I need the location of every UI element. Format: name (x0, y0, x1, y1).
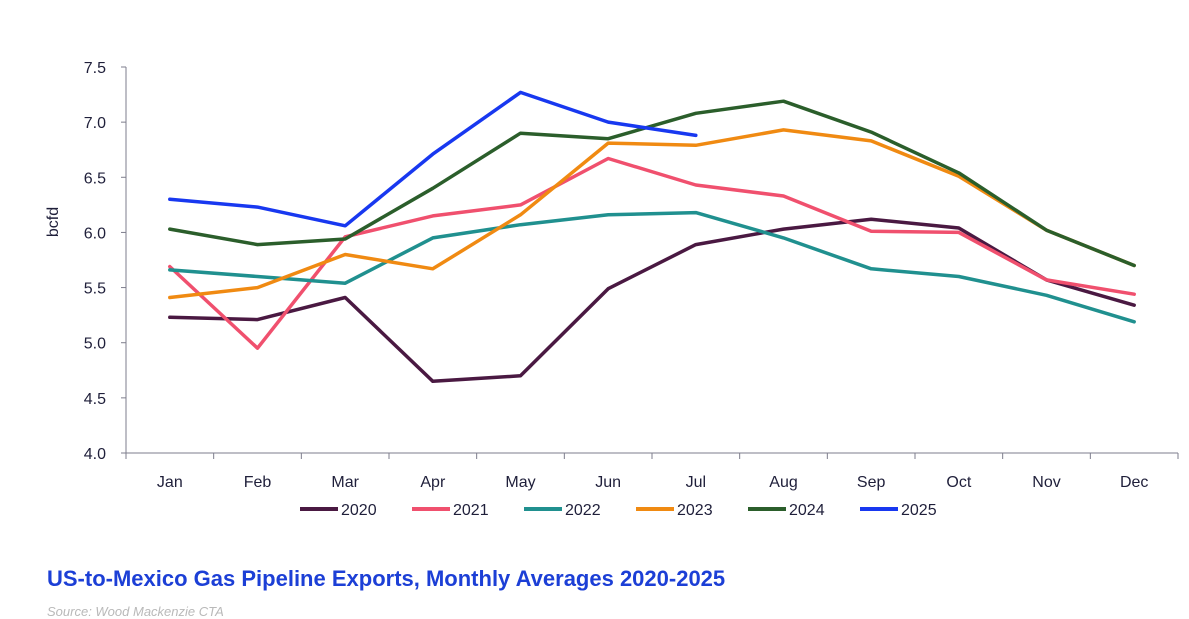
y-axis-label: bcfd (45, 207, 62, 237)
x-tick-label: Oct (946, 474, 971, 491)
x-tick-label: Apr (420, 474, 446, 491)
x-tick-label: Jul (686, 474, 706, 491)
x-tick-label: Aug (769, 474, 797, 491)
x-tick-label: Dec (1120, 474, 1148, 491)
chart-source: Source: Wood Mackenzie CTA (47, 604, 224, 619)
series-line-2023 (168, 128, 1136, 300)
x-tick-label: Jan (157, 474, 183, 491)
legend-label-2021: 2021 (453, 502, 489, 519)
legend-label-2022: 2022 (565, 502, 601, 519)
y-tick-label: 7.5 (84, 60, 106, 77)
series-lines (168, 90, 1136, 384)
series-line-2021 (168, 156, 1136, 350)
chart-title: US-to-Mexico Gas Pipeline Exports, Month… (47, 566, 726, 591)
y-tick-label: 5.5 (84, 281, 106, 298)
legend-label-2020: 2020 (341, 502, 377, 519)
series-line-2020 (168, 217, 1136, 384)
x-tick-label: Sep (857, 474, 886, 491)
legend: 2020 2021 2022 2023 2024 2025 (300, 502, 937, 519)
y-tick-label: 4.5 (84, 391, 106, 408)
series-line-2022 (168, 210, 1136, 324)
legend-label-2024: 2024 (789, 502, 825, 519)
y-tick-label: 6.0 (84, 225, 106, 242)
legend-label-2023: 2023 (677, 502, 713, 519)
x-tick-label: Mar (331, 474, 359, 491)
series-line-2025 (168, 90, 698, 228)
x-tick-label: Nov (1032, 474, 1060, 491)
y-tick-label: 7.0 (84, 115, 106, 132)
x-tick-label: Jun (595, 474, 621, 491)
series-line-2024 (168, 99, 1136, 268)
line-chart: 4.0 4.5 5.0 5.5 6.0 6.5 7.0 7.5 Jan Feb Mar Apr May J… (45, 60, 1179, 519)
y-tick-label: 6.5 (84, 170, 106, 187)
y-tick-label: 4.0 (84, 446, 106, 463)
x-tick-label: May (505, 474, 535, 491)
axes: 4.0 4.5 5.0 5.5 6.0 6.5 7.0 7.5 Jan Feb Mar Apr May J… (45, 60, 1179, 491)
y-tick-label: 5.0 (84, 336, 106, 353)
x-tick-label: Feb (244, 474, 272, 491)
legend-label-2025: 2025 (901, 502, 937, 519)
